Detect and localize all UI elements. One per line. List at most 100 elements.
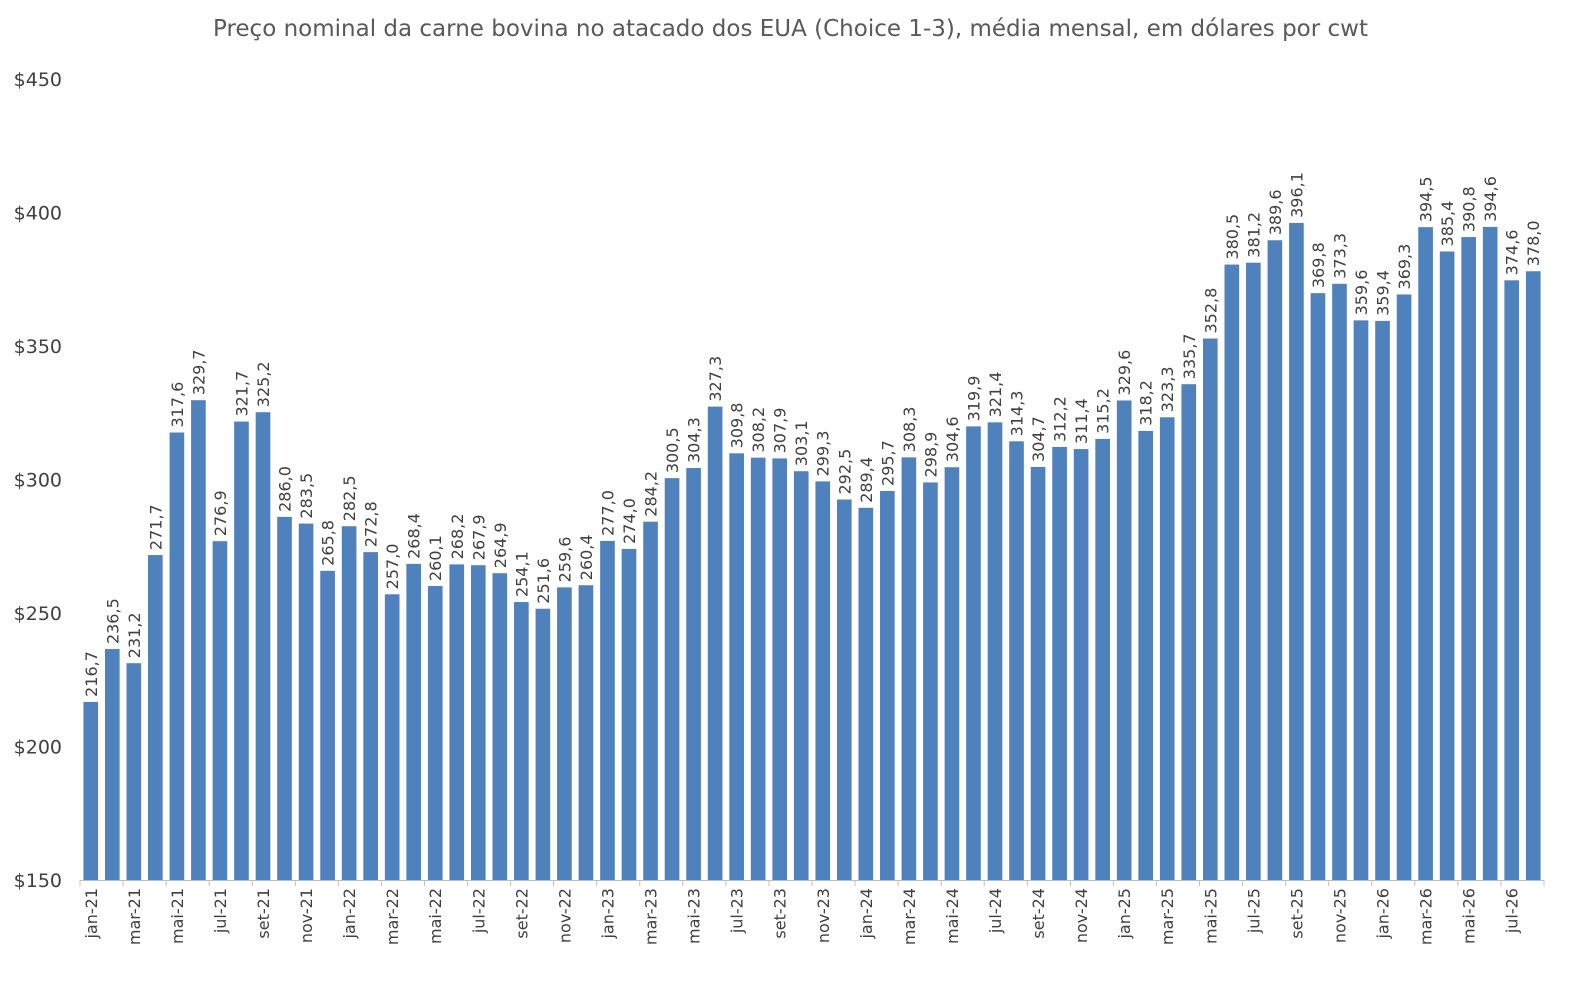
bar: [1202, 338, 1218, 880]
data-label: 216,7: [82, 651, 101, 697]
x-tick-label: jul-25: [1244, 888, 1263, 934]
data-label: 292,5: [835, 449, 854, 495]
bar: [1138, 430, 1154, 880]
data-label: 369,8: [1309, 242, 1328, 288]
data-label: 319,9: [964, 376, 983, 422]
data-label: 304,6: [943, 416, 962, 462]
x-tick-label: nov-23: [814, 888, 833, 943]
bar: [1246, 262, 1261, 880]
data-label: 276,9: [211, 490, 230, 536]
x-tick-label: mai-23: [685, 888, 704, 944]
x-tick-label: mar-25: [1158, 888, 1177, 945]
x-tick-label: mai-25: [1201, 888, 1220, 944]
data-label: 267,9: [469, 514, 488, 560]
bar: [363, 552, 378, 880]
data-label: 265,8: [319, 520, 338, 566]
x-tick-label: jan-26: [1374, 888, 1393, 940]
data-label: 318,2: [1137, 380, 1156, 426]
x-tick-label: jul-23: [728, 888, 747, 934]
bar: [923, 482, 938, 880]
data-label: 304,3: [685, 417, 704, 463]
bar: [492, 573, 508, 880]
data-label: 390,8: [1460, 186, 1479, 232]
data-label: 231,2: [125, 612, 144, 658]
bar: [880, 490, 895, 880]
data-label: 308,3: [900, 407, 919, 453]
chart-title: Preço nominal da carne bovina no atacado…: [212, 16, 1368, 42]
data-label: 325,2: [254, 361, 273, 407]
bar: [277, 516, 292, 880]
x-tick-label: mai-24: [943, 888, 962, 944]
data-label: 298,9: [921, 432, 940, 478]
bar: [1095, 438, 1110, 880]
bar: [1224, 264, 1240, 880]
data-label: 374,6: [1503, 230, 1522, 276]
bar: [1525, 271, 1541, 880]
bar: [1052, 446, 1067, 880]
bar: [600, 540, 615, 880]
data-label: 251,6: [534, 558, 553, 604]
y-tick-label: $300: [14, 470, 62, 492]
bar: [320, 570, 335, 880]
y-tick-label: $350: [14, 336, 62, 358]
x-tick-label: nov-22: [555, 888, 574, 943]
x-tick-label: mar-23: [642, 888, 661, 945]
bar: [1332, 283, 1347, 880]
bar: [772, 458, 788, 880]
data-label: 321,4: [986, 372, 1005, 418]
data-label: 394,5: [1417, 176, 1436, 222]
bar: [191, 400, 206, 880]
data-label: 380,5: [1223, 214, 1242, 260]
data-label: 389,6: [1266, 189, 1285, 235]
bar: [535, 608, 551, 880]
bar: [449, 564, 465, 880]
bar: [1504, 280, 1520, 880]
data-label: 373,3: [1330, 233, 1349, 279]
bar: [1073, 449, 1089, 880]
data-label: 260,1: [426, 535, 445, 581]
x-axis: [79, 880, 1545, 886]
y-tick-label: $400: [14, 203, 62, 225]
data-label: 299,3: [814, 431, 833, 477]
data-label: 264,9: [491, 522, 510, 568]
x-tick-label: set-25: [1287, 888, 1306, 939]
x-tick-label: set-24: [1029, 888, 1048, 939]
bar: [987, 422, 1003, 880]
data-label: 272,8: [362, 501, 381, 547]
bar: [643, 521, 658, 880]
data-label: 385,4: [1438, 201, 1457, 247]
bar: [1439, 251, 1455, 881]
data-label: 282,5: [340, 475, 359, 521]
y-axis-ticks: $150 $200 $250 $300 $350 $400 $450: [14, 69, 62, 892]
data-label: 289,4: [857, 457, 876, 503]
bar: [1030, 466, 1046, 880]
data-label: 259,6: [555, 537, 574, 583]
data-label: 335,7: [1180, 333, 1199, 379]
y-tick-label: $200: [14, 737, 62, 759]
data-label: 394,6: [1481, 176, 1500, 222]
data-label: 381,2: [1244, 212, 1263, 258]
x-tick-label: nov-25: [1330, 888, 1349, 943]
bar: [104, 649, 120, 880]
bar: [298, 523, 314, 880]
data-label: 268,4: [405, 513, 424, 559]
x-tick-label: mai-21: [168, 888, 187, 944]
bar: [944, 467, 960, 880]
data-label: 307,9: [771, 408, 790, 454]
data-label: 303,1: [792, 420, 811, 466]
x-axis-tick-labels: jan-21 mar-21 mai-21 jul-21 set-21 nov-21 jan-…: [82, 888, 1522, 945]
bar: [1116, 400, 1132, 880]
x-tick-label: jan-24: [857, 888, 876, 940]
bar: [384, 594, 400, 880]
data-label: 284,2: [642, 471, 661, 517]
bar: [406, 563, 422, 880]
data-label: 359,6: [1352, 270, 1371, 316]
bar: [858, 507, 874, 880]
bar: [1009, 441, 1024, 880]
x-tick-label: mar-26: [1417, 888, 1436, 945]
data-label: 308,2: [749, 407, 768, 453]
data-label: 352,8: [1201, 288, 1220, 334]
bar: [750, 457, 766, 880]
